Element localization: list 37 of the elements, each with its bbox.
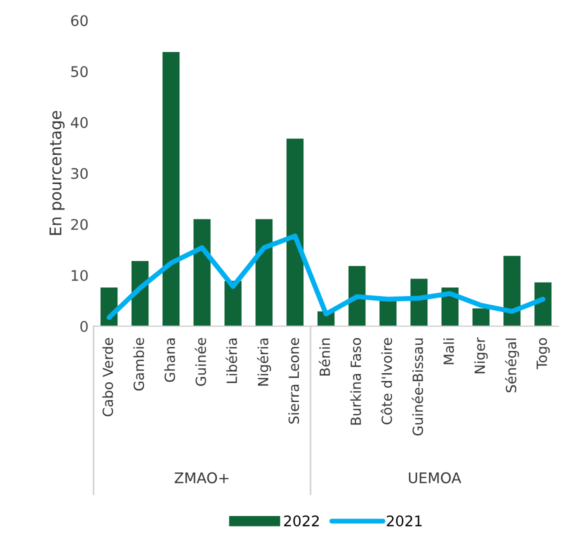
bar <box>256 219 273 326</box>
legend-label: 2022 <box>284 515 319 526</box>
x-tick-label: Gambie <box>133 338 144 391</box>
x-tick-label: Libéria <box>226 338 238 383</box>
text: UEMOA <box>408 472 462 484</box>
y-tick-label: 40 <box>70 117 88 128</box>
bar <box>286 138 304 326</box>
x-tick-label: Cabo Verde <box>102 338 114 416</box>
y-tick-label: 10 <box>72 270 88 281</box>
bar <box>194 219 211 326</box>
x-tick-label: Sénégal <box>505 338 519 392</box>
x-tick-label: Burkina Faso <box>350 338 362 425</box>
y-tick-label: 30 <box>71 168 88 180</box>
x-tick-label: Bénin <box>318 338 330 376</box>
x-tick-label: Guinée-Bissau <box>412 338 424 436</box>
x-tick-label: Sierra Leone <box>288 338 300 424</box>
legend-label: 2021 <box>386 515 422 526</box>
bar <box>534 282 552 326</box>
bar <box>348 266 366 326</box>
y-tick-label: 50 <box>71 66 88 78</box>
bar <box>162 52 180 326</box>
x-tick-label: Côte d'Ivoire <box>380 338 392 424</box>
bar <box>379 300 397 326</box>
y-axis-title: En pourcentage <box>50 111 65 235</box>
x-tick-label: Guinée <box>194 338 206 386</box>
x-tick-label: Togo <box>536 338 550 370</box>
text: ZMAO+ <box>174 472 228 484</box>
x-tick-label: Mali <box>443 338 454 364</box>
x-tick-label: Ghana <box>164 338 176 382</box>
y-tick-label: 60 <box>71 15 88 26</box>
y-tick-label: 0 <box>80 320 88 332</box>
x-tick-label: Nigéria <box>257 338 272 386</box>
line-series <box>106 234 546 320</box>
bar <box>503 256 521 326</box>
bar <box>472 308 490 326</box>
x-tick-label: Niger <box>474 337 488 374</box>
y-tick-label: 20 <box>71 218 88 230</box>
